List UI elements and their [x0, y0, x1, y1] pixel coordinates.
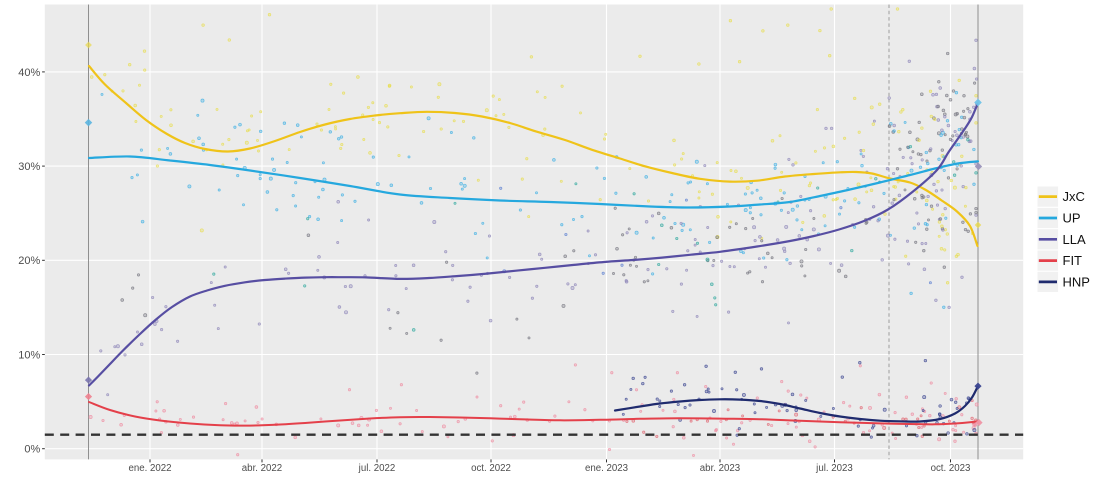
svg-text:0%: 0%: [24, 444, 40, 456]
svg-text:10%: 10%: [18, 349, 40, 361]
svg-text:ene. 2022: ene. 2022: [128, 463, 171, 474]
svg-text:abr. 2022: abr. 2022: [242, 463, 282, 474]
svg-text:oct. 2023: oct. 2023: [931, 463, 971, 474]
svg-text:20%: 20%: [18, 255, 40, 267]
svg-text:FIT: FIT: [1063, 253, 1083, 268]
svg-text:LLA: LLA: [1063, 232, 1086, 247]
svg-text:30%: 30%: [18, 161, 40, 173]
svg-text:40%: 40%: [18, 67, 40, 79]
svg-text:jul. 2022: jul. 2022: [358, 463, 396, 474]
svg-text:abr. 2023: abr. 2023: [700, 463, 740, 474]
svg-text:UP: UP: [1063, 211, 1081, 226]
svg-text:JxC: JxC: [1063, 189, 1085, 204]
svg-text:HNP: HNP: [1063, 275, 1090, 290]
svg-text:oct. 2022: oct. 2022: [471, 463, 511, 474]
svg-text:jul. 2023: jul. 2023: [815, 463, 853, 474]
svg-text:ene. 2023: ene. 2023: [585, 463, 628, 474]
